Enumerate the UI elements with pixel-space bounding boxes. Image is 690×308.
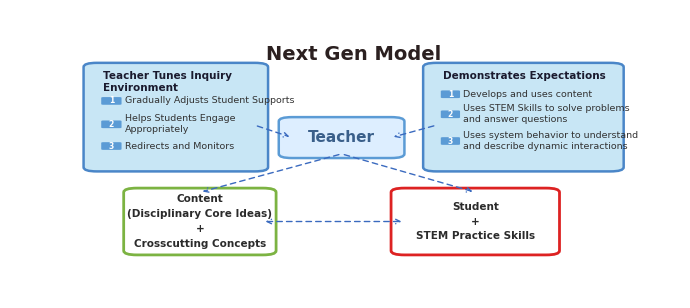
Text: Uses system behavior to understand
and describe dynamic interactions: Uses system behavior to understand and d… — [463, 131, 638, 151]
Text: Demonstrates Expectations: Demonstrates Expectations — [443, 71, 606, 81]
Text: Student
+
STEM Practice Skills: Student + STEM Practice Skills — [415, 202, 535, 241]
Text: Content
(Disciplinary Core Ideas)
+
Crosscutting Concepts: Content (Disciplinary Core Ideas) + Cros… — [128, 194, 273, 249]
FancyBboxPatch shape — [441, 137, 460, 145]
FancyBboxPatch shape — [279, 117, 404, 158]
Text: 1: 1 — [448, 90, 453, 99]
Text: Helps Students Engage
Appropriately: Helps Students Engage Appropriately — [125, 114, 235, 134]
Text: 2: 2 — [448, 110, 453, 119]
FancyBboxPatch shape — [124, 188, 276, 255]
Text: Teacher Tunes Inquiry
Environment: Teacher Tunes Inquiry Environment — [104, 71, 233, 93]
FancyBboxPatch shape — [423, 63, 624, 172]
FancyBboxPatch shape — [391, 188, 560, 255]
FancyBboxPatch shape — [441, 111, 460, 118]
Text: Develops and uses content: Develops and uses content — [463, 90, 593, 99]
Text: 2: 2 — [109, 120, 114, 129]
Text: Uses STEM Skills to solve problems
and answer questions: Uses STEM Skills to solve problems and a… — [463, 104, 630, 124]
Text: Next Gen Model: Next Gen Model — [266, 45, 441, 64]
FancyBboxPatch shape — [441, 91, 460, 98]
Text: 3: 3 — [109, 141, 114, 151]
FancyBboxPatch shape — [101, 120, 121, 128]
Text: Redirects and Monitors: Redirects and Monitors — [125, 141, 234, 151]
Text: Teacher: Teacher — [308, 130, 375, 145]
Text: Gradually Adjusts Student Supports: Gradually Adjusts Student Supports — [125, 96, 294, 105]
FancyBboxPatch shape — [101, 97, 121, 105]
FancyBboxPatch shape — [83, 63, 268, 172]
Text: 3: 3 — [448, 136, 453, 145]
Text: 1: 1 — [109, 96, 114, 105]
FancyBboxPatch shape — [101, 142, 121, 150]
